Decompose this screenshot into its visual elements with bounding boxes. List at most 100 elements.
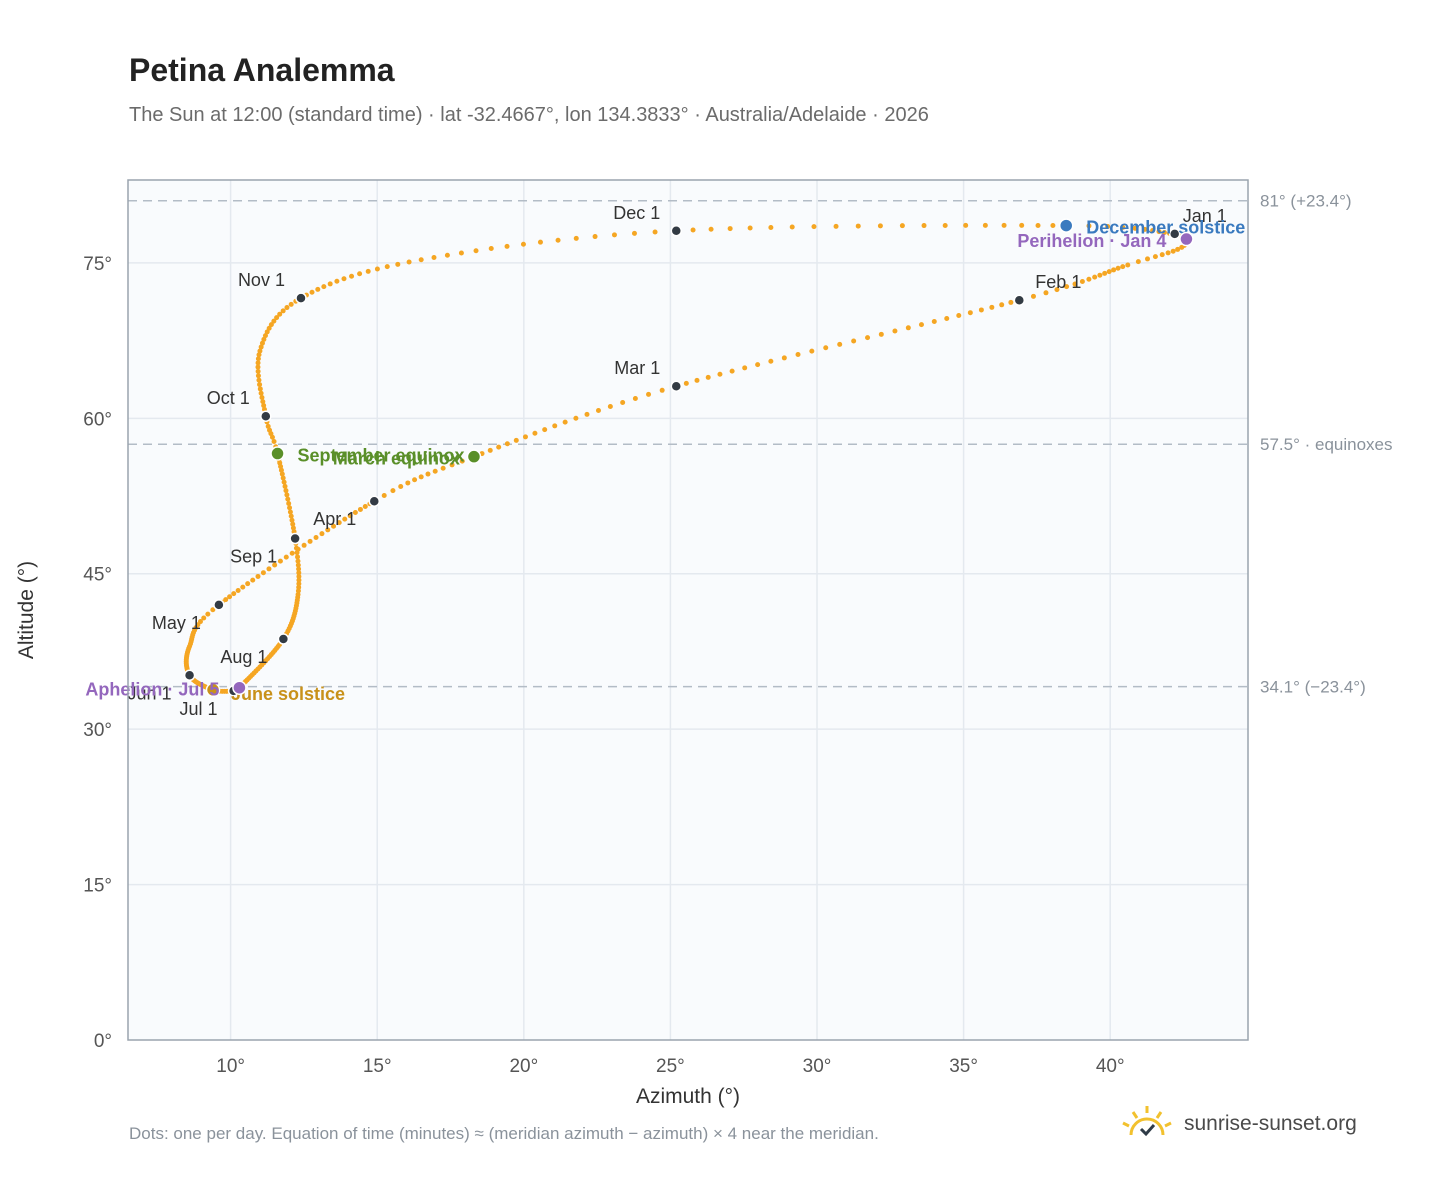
daily-dot	[295, 562, 301, 568]
daily-dot	[989, 304, 995, 310]
daily-dot	[280, 308, 286, 314]
daily-dot	[288, 301, 294, 307]
daily-dot	[1156, 229, 1162, 235]
daily-dot	[262, 333, 268, 339]
daily-dot	[823, 345, 829, 351]
daily-dot	[488, 246, 494, 252]
daily-dot	[878, 331, 884, 337]
daily-dot	[513, 437, 519, 443]
daily-dot	[931, 319, 937, 325]
daily-dot	[659, 387, 665, 393]
daily-dot	[999, 302, 1005, 308]
month-marker	[295, 292, 307, 304]
month-label: Nov 1	[238, 270, 285, 290]
month-markers: Jan 1 Feb 1 Mar 1 Apr 1 May 1 Jun 1 Jul 1 Aug 1…	[128, 203, 1227, 719]
daily-dot	[279, 471, 285, 477]
event-label: June solstice	[231, 684, 345, 704]
daily-dot	[768, 224, 774, 230]
daily-dot	[313, 535, 319, 541]
daily-dot	[631, 230, 637, 236]
daily-dot	[349, 273, 355, 279]
grid-lines	[128, 180, 1248, 1040]
daily-dot	[755, 362, 761, 368]
y-tick-label: 60°	[83, 409, 112, 430]
daily-dot	[795, 352, 801, 358]
daily-dot	[256, 352, 262, 358]
footnote: Dots: one per day. Equation of time (min…	[129, 1124, 879, 1143]
month-marker	[260, 410, 272, 422]
daily-dot	[742, 365, 748, 371]
y-tick-label: 30°	[83, 720, 112, 741]
daily-dot	[542, 427, 548, 433]
daily-dot	[315, 286, 321, 292]
daily-dot	[620, 399, 626, 405]
daily-dot	[1106, 269, 1112, 275]
daily-dot	[256, 377, 262, 383]
daily-dot	[473, 248, 479, 254]
daily-dot	[1105, 224, 1111, 230]
month-label: Mar 1	[614, 358, 660, 378]
daily-dot	[708, 226, 714, 232]
daily-dot	[487, 447, 493, 453]
daily-dot	[301, 542, 307, 548]
daily-dot	[280, 475, 286, 481]
daily-dot	[296, 574, 302, 580]
daily-dot	[440, 465, 446, 471]
daily-dot	[362, 504, 368, 510]
plot-background	[128, 180, 1248, 1040]
daily-dot	[255, 364, 261, 370]
daily-dot	[789, 224, 795, 230]
daily-dot	[555, 237, 561, 243]
daily-dot	[963, 222, 969, 228]
daily-dot	[1152, 254, 1158, 260]
y-tick-label: 75°	[83, 254, 112, 275]
daily-dot	[532, 430, 538, 436]
event-label: March equinox	[333, 449, 460, 469]
month-label: Apr 1	[313, 509, 356, 529]
reference-line-label: 57.5° · equinoxes	[1260, 435, 1393, 454]
daily-dot	[837, 341, 843, 347]
daily-dot	[504, 243, 510, 249]
reference-line-label: 34.1° (−23.4°)	[1260, 678, 1366, 697]
daily-dot	[277, 311, 283, 317]
daily-dot	[537, 239, 543, 245]
daily-dot	[240, 584, 246, 590]
daily-dot	[342, 516, 348, 522]
daily-dot	[255, 573, 261, 579]
daily-dot	[255, 373, 261, 379]
daily-dot	[341, 276, 347, 282]
brand-logo[interactable]: sunrise-sunset.org	[1120, 1102, 1357, 1146]
daily-dot	[296, 584, 302, 590]
daily-dot	[290, 525, 296, 531]
daily-dot	[811, 224, 817, 230]
daily-dot	[418, 257, 424, 263]
daily-dot	[552, 423, 558, 429]
daily-dot	[1179, 244, 1185, 250]
daily-dot	[287, 509, 293, 515]
month-marker	[1168, 228, 1181, 240]
daily-dot	[290, 521, 296, 527]
daily-dot	[595, 407, 601, 413]
daily-dot	[296, 577, 302, 583]
daily-dot	[905, 325, 911, 331]
daily-dot	[1135, 259, 1141, 265]
daily-dot	[1159, 252, 1165, 258]
sun-logo-icon	[1122, 1106, 1172, 1137]
daily-dot	[504, 441, 510, 447]
daily-dot	[942, 222, 948, 228]
daily-dot	[1050, 223, 1056, 229]
daily-dot	[1165, 250, 1171, 256]
month-marker	[670, 380, 683, 392]
x-tick-label: 30°	[803, 1056, 832, 1077]
daily-dot	[1111, 267, 1117, 273]
daily-dot	[1019, 222, 1025, 228]
daily-dot	[562, 419, 568, 425]
daily-dot	[357, 506, 363, 512]
daily-dot	[201, 615, 207, 621]
daily-dot	[289, 550, 295, 556]
daily-dot	[768, 358, 774, 364]
daily-dot	[257, 348, 263, 354]
daily-dot	[584, 411, 590, 417]
daily-dot	[956, 313, 962, 319]
daily-dot	[405, 480, 411, 486]
